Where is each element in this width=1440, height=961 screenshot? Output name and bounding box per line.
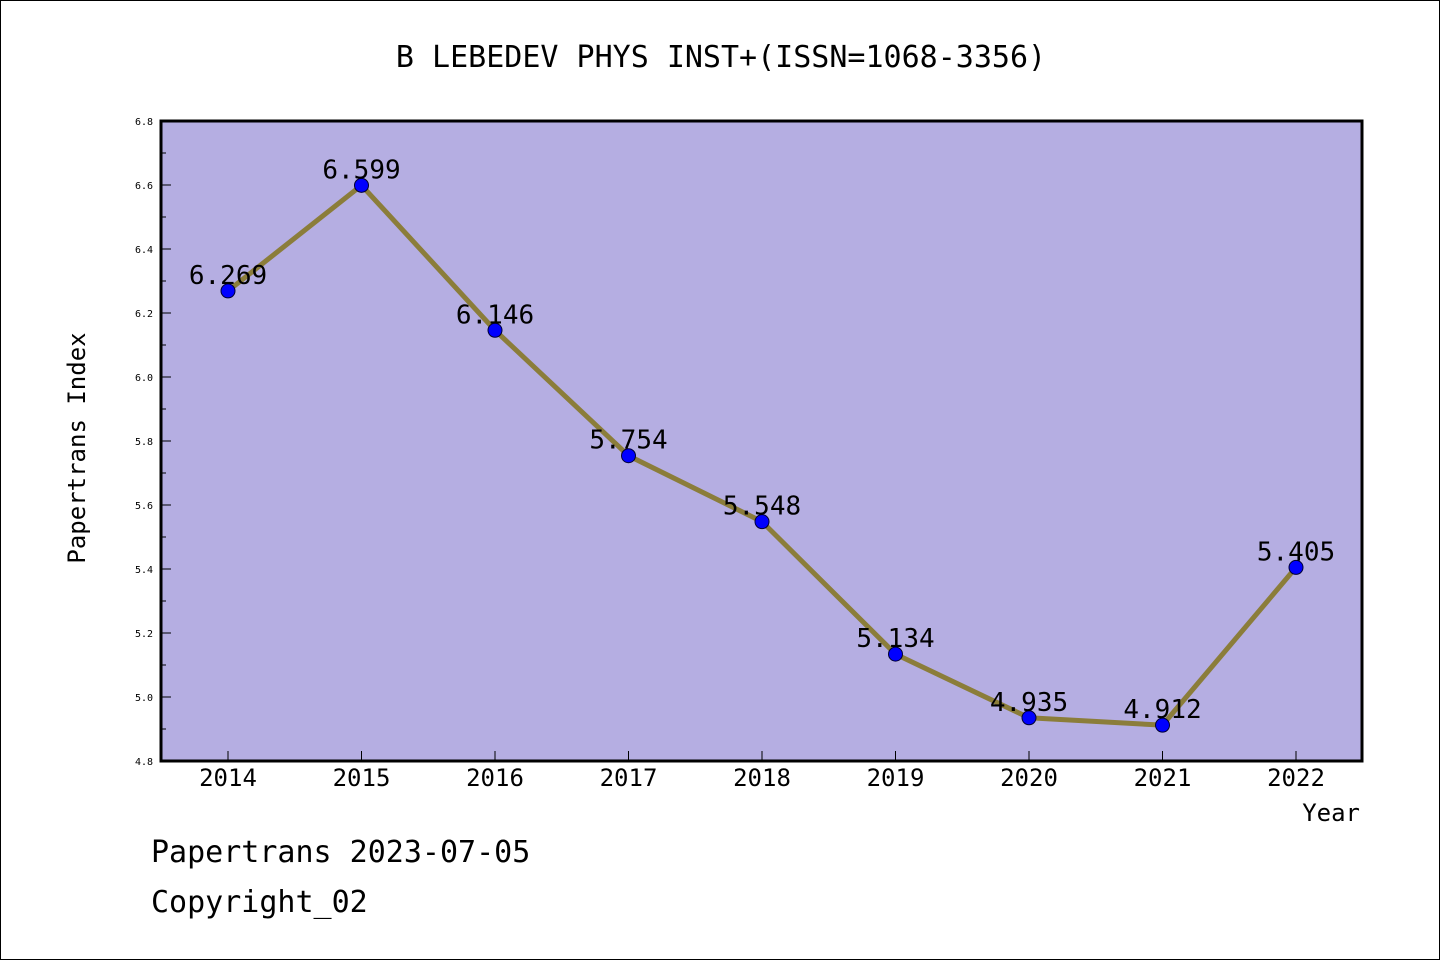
x-axis-label: Year xyxy=(1302,799,1360,827)
y-tick-label: 6.8 xyxy=(135,117,153,128)
data-label: 5.548 xyxy=(723,492,801,522)
y-tick-label: 5.2 xyxy=(135,629,153,640)
x-axis: 2014 2015 2016 2017 2018 2019 2020 2021 2022 xyxy=(199,751,1325,792)
data-point xyxy=(487,322,503,338)
data-labels: 6.269 6.599 6.146 5.754 5.548 5.134 4.935 4.912… xyxy=(189,155,1335,725)
data-label: 5.754 xyxy=(589,426,667,456)
data-label: 4.912 xyxy=(1123,695,1201,725)
y-tick-label: 5.4 xyxy=(135,565,153,576)
footer-date: Papertrans 2023-07-05 xyxy=(151,835,531,870)
y-tick-label: 5.0 xyxy=(135,693,153,704)
data-point xyxy=(754,514,770,530)
x-tick-label: 2021 xyxy=(1134,764,1192,792)
y-tick-label: 6.4 xyxy=(135,245,153,256)
y-tick-label: 4.8 xyxy=(135,757,153,768)
y-tick-label: 5.8 xyxy=(135,437,153,448)
y-axis-label: Papertrans Index xyxy=(63,332,91,563)
data-label: 6.146 xyxy=(456,300,534,330)
data-point xyxy=(220,283,236,299)
y-tick-label: 6.0 xyxy=(135,373,153,384)
x-tick-label: 2016 xyxy=(466,764,524,792)
x-tick-label: 2015 xyxy=(333,764,391,792)
x-tick-label: 2019 xyxy=(867,764,925,792)
footer-copyright: Copyright_02 xyxy=(151,885,368,920)
data-point xyxy=(621,448,636,464)
data-label: 6.269 xyxy=(189,261,267,291)
x-tick-label: 2018 xyxy=(733,764,791,792)
chart-title: B LEBEDEV PHYS INST+(ISSN=1068-3356) xyxy=(396,40,1046,75)
data-point xyxy=(1155,717,1170,733)
data-markers xyxy=(220,177,1304,733)
x-tick-label: 2022 xyxy=(1267,764,1325,792)
y-tick-label: 6.2 xyxy=(135,309,153,320)
x-tick-label: 2014 xyxy=(199,764,257,792)
data-label: 5.134 xyxy=(856,624,934,654)
data-label: 4.935 xyxy=(990,688,1068,718)
data-point xyxy=(1288,559,1304,575)
plot-area xyxy=(159,119,1364,763)
data-point xyxy=(888,646,903,662)
data-point xyxy=(1021,710,1037,726)
y-tick-label: 5.6 xyxy=(135,501,153,512)
x-tick-label: 2017 xyxy=(600,764,658,792)
data-label: 6.599 xyxy=(322,155,400,185)
x-tick-label: 2020 xyxy=(1000,764,1058,792)
data-label: 5.405 xyxy=(1257,537,1335,567)
data-point xyxy=(354,177,369,193)
y-tick-label: 6.6 xyxy=(135,181,153,192)
y-axis: 4.8 5.0 5.2 5.4 5.6 5.8 6.0 6.2 6.4 6.6 6.8 xyxy=(135,117,171,768)
